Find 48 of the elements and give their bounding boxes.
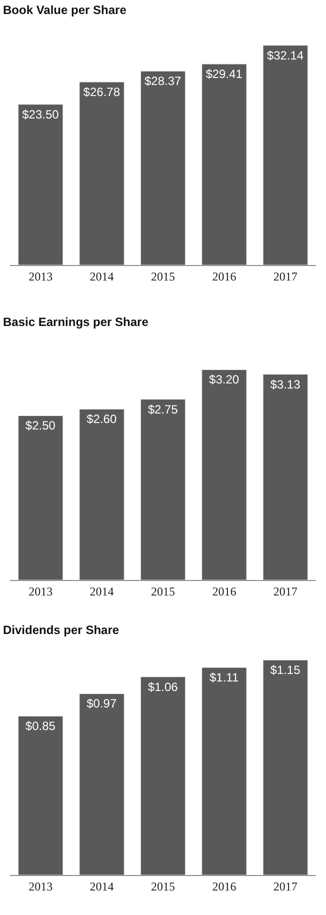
bar bbox=[202, 369, 247, 580]
bar bbox=[140, 399, 186, 580]
data-label: $2.75 bbox=[148, 402, 178, 416]
bar bbox=[262, 45, 308, 265]
x-tick-label: 2015 bbox=[151, 879, 175, 894]
data-label: $2.50 bbox=[25, 418, 56, 433]
bar bbox=[79, 693, 124, 875]
x-tick-label: 2015 bbox=[151, 269, 175, 284]
x-tick-label: 2014 bbox=[90, 879, 114, 894]
data-label: $23.50 bbox=[22, 107, 60, 122]
data-label: $32.14 bbox=[266, 48, 304, 62]
x-tick-label: 2016 bbox=[212, 269, 236, 284]
data-label: $3.20 bbox=[209, 372, 240, 387]
x-tick-label: 2017 bbox=[273, 269, 298, 284]
data-label: $29.41 bbox=[206, 67, 243, 82]
bar bbox=[140, 70, 186, 265]
data-label: $1.15 bbox=[270, 663, 301, 678]
bar bbox=[262, 374, 308, 580]
bar bbox=[18, 415, 64, 580]
x-tick-label: 2013 bbox=[28, 584, 53, 598]
x-tick-label: 2016 bbox=[212, 584, 236, 598]
x-tick-label: 2013 bbox=[28, 269, 53, 284]
bar bbox=[202, 64, 247, 265]
data-label: $1.06 bbox=[148, 680, 178, 694]
x-tick-label: 2017 bbox=[273, 584, 298, 598]
x-tick-label: 2013 bbox=[28, 879, 53, 894]
chart-title: Dividends per Share bbox=[3, 623, 120, 637]
x-tick-label: 2015 bbox=[151, 584, 175, 598]
x-tick-label: 2014 bbox=[90, 584, 114, 598]
bar bbox=[140, 676, 186, 875]
bar bbox=[79, 408, 124, 580]
data-label: $28.37 bbox=[144, 74, 182, 88]
bar bbox=[262, 660, 308, 875]
chart-title: Book Value per Share bbox=[3, 3, 127, 17]
data-label: $3.13 bbox=[270, 377, 301, 392]
bar bbox=[79, 82, 124, 265]
data-label: $1.11 bbox=[209, 670, 239, 685]
chart-title: Basic Earnings per Share bbox=[3, 315, 149, 329]
bar bbox=[202, 667, 247, 875]
data-label: $26.78 bbox=[83, 85, 120, 99]
x-tick-label: 2017 bbox=[273, 879, 298, 894]
bar bbox=[18, 104, 64, 265]
data-label: $0.85 bbox=[25, 719, 56, 734]
data-label: $2.60 bbox=[86, 412, 117, 426]
data-label: $0.97 bbox=[86, 696, 117, 711]
bar bbox=[18, 716, 64, 875]
x-tick-label: 2014 bbox=[90, 269, 114, 284]
x-tick-label: 2016 bbox=[212, 879, 236, 894]
